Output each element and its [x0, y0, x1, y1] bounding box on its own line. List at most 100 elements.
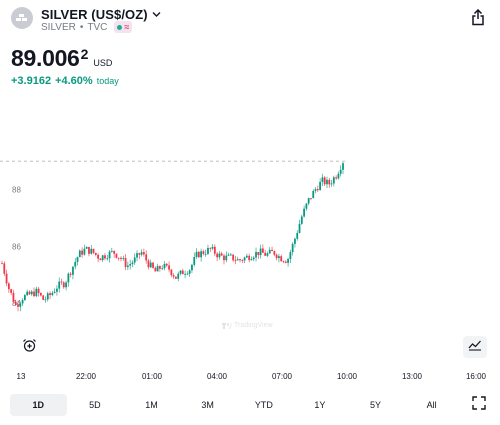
candle — [104, 253, 106, 261]
candle-body — [76, 257, 79, 262]
share-icon — [471, 8, 485, 31]
candle — [72, 266, 74, 280]
candle — [26, 289, 29, 297]
candle-body — [56, 288, 58, 292]
candle-body — [271, 249, 273, 252]
candle-body — [23, 295, 26, 301]
candle — [99, 257, 102, 261]
candle — [37, 286, 40, 297]
candle-body — [67, 273, 70, 283]
candle — [255, 247, 257, 262]
candle-body — [65, 282, 67, 288]
range-ytd[interactable]: YTD — [254, 400, 273, 410]
last-price: 89.006 — [11, 45, 80, 71]
candle-body — [124, 258, 127, 268]
candle — [177, 271, 180, 282]
candle — [88, 246, 90, 257]
price-block: 89.006 2 USD — [11, 44, 112, 72]
candle-body — [312, 190, 315, 199]
candle — [330, 179, 333, 187]
range-1m[interactable]: 1M — [145, 400, 158, 410]
candle-body — [245, 255, 248, 258]
time-axis-label: 01:00 — [141, 372, 163, 381]
candle — [7, 282, 10, 293]
candle — [243, 256, 246, 264]
add-alert-button[interactable] — [18, 337, 40, 359]
candle — [209, 247, 212, 252]
candle-body — [202, 251, 205, 254]
candle-body — [236, 259, 239, 261]
candle-body — [326, 179, 328, 185]
candle — [241, 259, 244, 263]
candle — [21, 298, 24, 306]
fullscreen-button[interactable] — [470, 395, 488, 414]
candle — [319, 178, 322, 191]
candle — [142, 248, 145, 257]
candle — [58, 277, 61, 293]
candle-body — [310, 198, 312, 199]
candle — [332, 175, 335, 187]
candle — [236, 256, 239, 261]
candle — [229, 252, 232, 256]
candle-body — [330, 183, 333, 185]
candle — [257, 251, 260, 259]
candle — [175, 276, 177, 280]
candle — [328, 178, 331, 188]
range-5d[interactable]: 5D — [89, 400, 101, 410]
candle — [5, 269, 8, 287]
price-chart[interactable]: 88 86 84 — [0, 130, 500, 330]
range-5y[interactable]: 5Y — [370, 400, 382, 410]
range-3m[interactable]: 3M — [201, 400, 214, 410]
candle-body — [287, 259, 289, 263]
range-1d[interactable]: 1D — [10, 394, 67, 416]
candle-body — [316, 189, 319, 191]
candle — [314, 187, 317, 194]
candle — [239, 258, 241, 263]
candle-body — [99, 258, 102, 261]
candle-body — [335, 177, 338, 179]
symbol-title-menu[interactable]: SILVER (US$/OZ) — [41, 5, 161, 23]
candle — [92, 248, 95, 255]
candle — [335, 175, 338, 181]
share-button[interactable] — [468, 8, 488, 31]
candle — [184, 270, 186, 278]
indicators-button[interactable] — [463, 336, 487, 358]
candle-body — [282, 261, 285, 263]
candle-body — [278, 256, 280, 259]
range-1y[interactable]: 1Y — [314, 400, 326, 410]
candle-body — [28, 291, 31, 295]
candle-body — [223, 255, 225, 261]
candle-body — [78, 250, 81, 258]
candle-body — [186, 273, 189, 275]
candle — [170, 268, 173, 278]
candle — [287, 257, 289, 267]
candle-body — [191, 264, 193, 271]
candle-body — [234, 260, 237, 262]
candle-body — [307, 198, 310, 204]
range-all[interactable]: All — [426, 400, 437, 410]
candle — [117, 257, 120, 261]
candle — [197, 250, 200, 258]
candle-body — [37, 288, 40, 294]
candle-body — [1, 263, 3, 265]
candle-body — [296, 232, 299, 239]
candle — [115, 253, 118, 259]
candle-body — [243, 257, 246, 261]
candle — [321, 173, 324, 187]
candle-body — [273, 251, 276, 255]
candle — [266, 251, 269, 258]
candle-body — [69, 273, 72, 275]
candle-body — [163, 263, 166, 269]
candle-body — [259, 248, 262, 256]
candle — [136, 250, 138, 262]
candle — [161, 264, 164, 271]
candle-body — [193, 257, 196, 265]
candle-body — [323, 177, 326, 185]
candle-body — [252, 257, 255, 260]
candle — [159, 265, 161, 272]
candle-body — [83, 248, 86, 255]
candle — [85, 246, 88, 249]
watermark-text: TradingView — [234, 322, 273, 329]
candle-body — [88, 246, 90, 254]
candle — [264, 249, 267, 257]
